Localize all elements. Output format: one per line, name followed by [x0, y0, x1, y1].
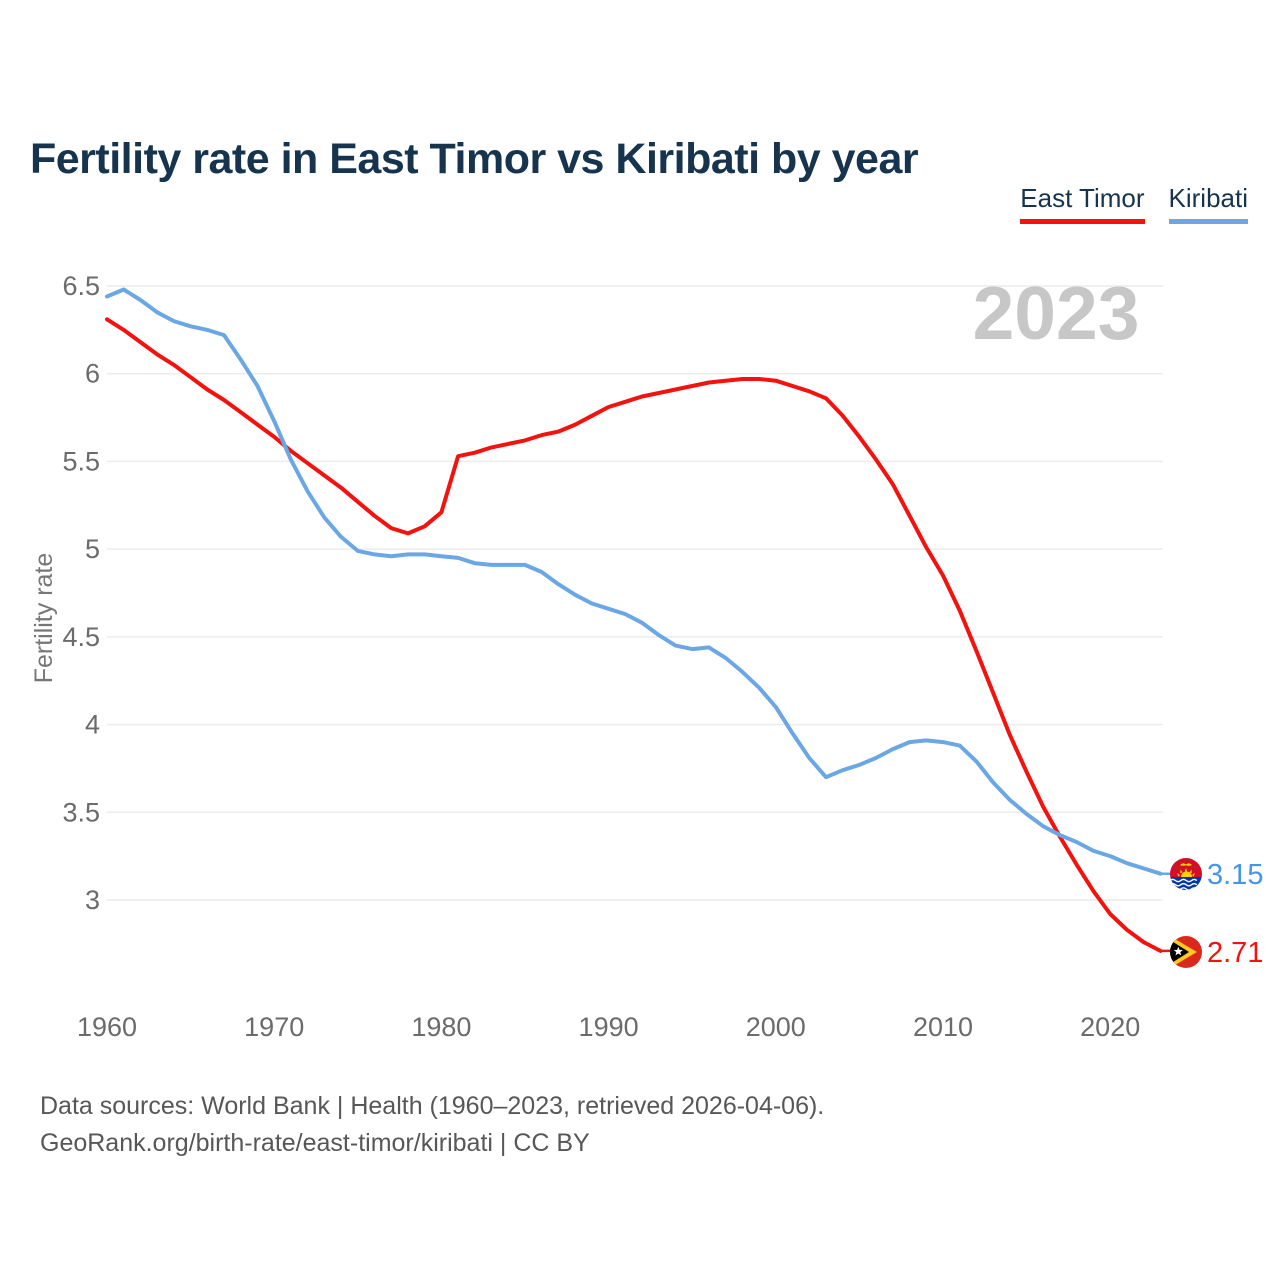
series-line-east-timor[interactable]	[105, 317, 1163, 953]
x-tick-label: 2020	[1080, 1012, 1140, 1042]
y-tick-label: 3	[85, 885, 100, 915]
x-axis-tick-labels: 1960 1970 1980 1990 2000 2010 2020	[77, 1012, 1140, 1042]
x-tick-label: 1990	[579, 1012, 639, 1042]
footer-attribution-line: GeoRank.org/birth-rate/east-timor/kiriba…	[40, 1129, 590, 1157]
y-axis-title: Fertility rate	[30, 553, 58, 684]
x-tick-label: 1970	[244, 1012, 304, 1042]
x-tick-label: 2010	[913, 1012, 973, 1042]
x-tick-label: 1960	[77, 1012, 137, 1042]
y-tick-label: 5	[85, 534, 100, 564]
east-timor-flag-icon	[1170, 936, 1202, 968]
year-watermark: 2023	[973, 271, 1140, 355]
y-tick-label: 5.5	[62, 446, 100, 476]
page-title: Fertility rate in East Timor vs Kiribati…	[30, 134, 919, 183]
gridlines	[107, 285, 1163, 901]
x-tick-label: 2000	[746, 1012, 806, 1042]
legend-swatch-east-timor	[1020, 219, 1145, 224]
legend-item-kiribati[interactable]: Kiribati	[1168, 183, 1248, 224]
legend-label-kiribati: Kiribati	[1168, 183, 1248, 213]
series-line-kiribati[interactable]	[105, 287, 1163, 876]
end-value-kiribati: 3.15	[1207, 859, 1263, 891]
footer-sources-line: Data sources: World Bank | Health (1960–…	[40, 1092, 825, 1120]
legend-swatch-kiribati	[1168, 219, 1248, 224]
y-tick-label: 4	[85, 710, 100, 740]
y-tick-label: 3.5	[62, 797, 100, 827]
end-value-east-timor: 2.71	[1207, 937, 1263, 969]
kiribati-flag-icon	[1170, 858, 1202, 890]
footer: Data sources: World Bank | Health (1960–…	[40, 1088, 824, 1162]
legend-label-east-timor: East Timor	[1020, 183, 1145, 213]
y-axis-tick-labels: 6.5 6 5.5 5 4.5 4 3.5 3	[62, 271, 100, 915]
x-tick-label: 1980	[411, 1012, 471, 1042]
legend-item-east-timor[interactable]: East Timor	[1020, 183, 1145, 224]
y-tick-label: 6	[85, 359, 100, 389]
y-tick-label: 4.5	[62, 622, 100, 652]
legend: East Timor Kiribati	[1020, 183, 1248, 224]
y-tick-label: 6.5	[62, 271, 100, 301]
